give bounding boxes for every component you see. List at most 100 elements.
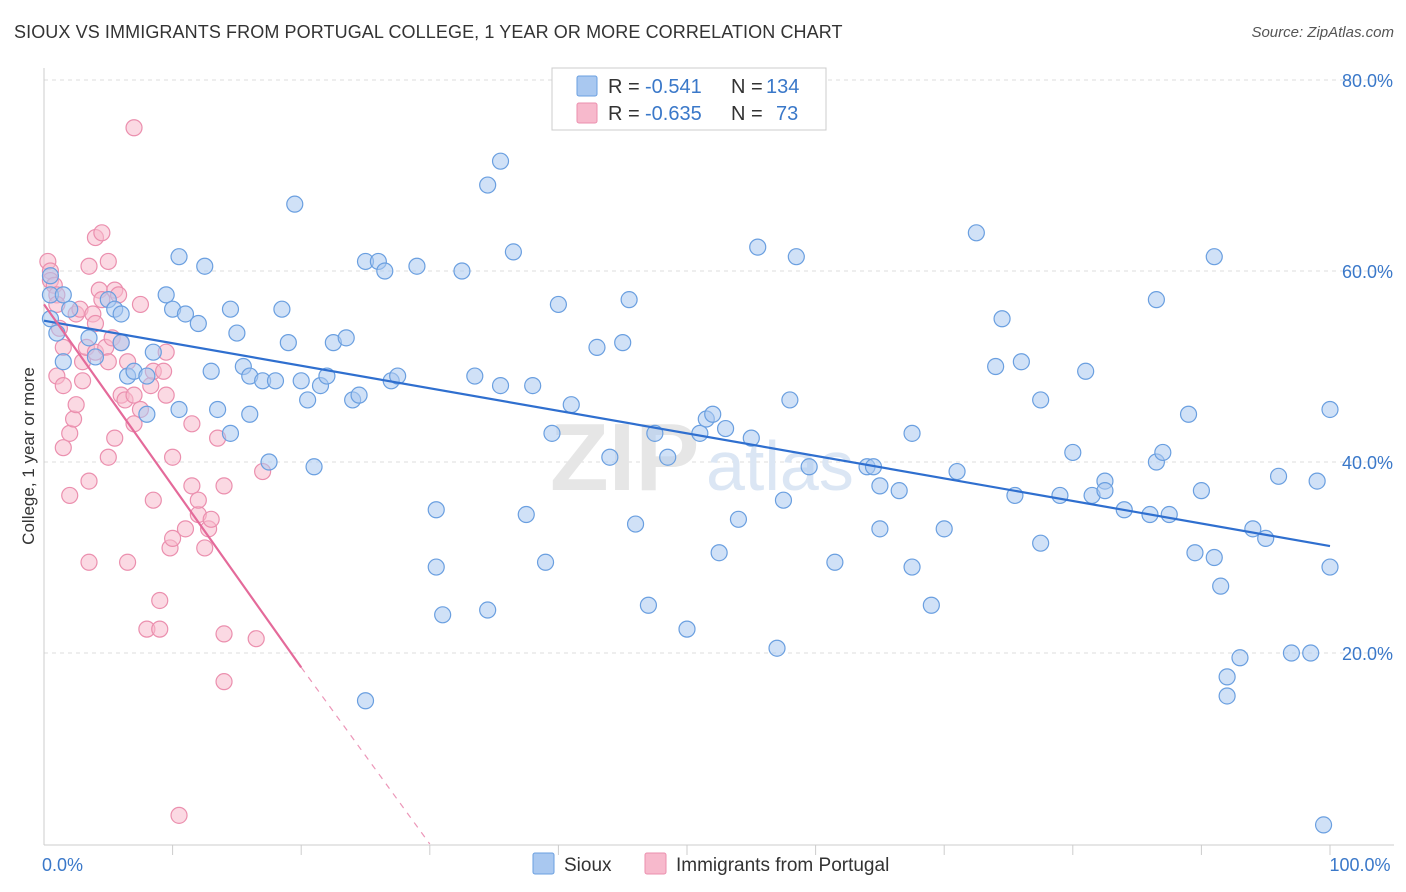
y-tick-label-1: 40.0% [1342, 453, 1393, 473]
portugal-point-24 [86, 314, 105, 333]
sioux-point-59 [466, 367, 484, 385]
portugal-point-22 [80, 257, 98, 275]
legend-n-value-sioux: 134 [766, 76, 799, 98]
portugal-point-31 [99, 252, 117, 271]
sioux-point-110 [1032, 391, 1050, 409]
y-axis-label: College, 1 year or more [19, 367, 38, 545]
sioux-point-89 [768, 639, 786, 657]
portugal-point-21 [80, 553, 98, 571]
legend-r-value-sioux: -0.541 [645, 76, 702, 98]
sioux-point-77 [639, 596, 658, 614]
sioux-point-60 [479, 601, 497, 619]
sioux-point-21 [170, 248, 188, 266]
sioux-point-16 [138, 405, 156, 423]
sioux-point-86 [729, 510, 748, 528]
sioux-point-31 [241, 405, 259, 423]
portugal-point-8 [54, 377, 72, 395]
stats-legend: R = -0.541 N = 134 R = -0.635 N = 73 [551, 67, 827, 131]
sioux-point-80 [678, 620, 696, 638]
portugal-point-52 [151, 591, 169, 610]
sioux-point-112 [1051, 486, 1069, 505]
sioux-point-79 [659, 448, 677, 466]
sioux-point-45 [337, 329, 355, 347]
sioux-point-135 [1269, 467, 1288, 485]
sioux-point-97 [871, 477, 889, 495]
sioux-point-26 [209, 400, 227, 419]
portugal-point-56 [157, 386, 175, 404]
portugal-point-68 [202, 510, 220, 528]
portugal-point-71 [215, 625, 233, 643]
portugal-point-28 [93, 224, 111, 242]
portugal-point-44 [125, 386, 143, 404]
portugal-point-36 [106, 429, 124, 447]
sioux-point-54 [408, 257, 426, 275]
sioux-point-113 [1064, 443, 1082, 462]
sioux-point-53 [389, 367, 407, 385]
stats-legend-box [551, 67, 827, 131]
sioux-point-126 [1192, 482, 1211, 500]
sioux-point-38 [286, 195, 304, 213]
sioux-point-125 [1186, 544, 1204, 562]
portugal-point-61 [176, 520, 195, 538]
sioux-point-101 [903, 558, 921, 576]
sioux-point-83 [704, 405, 722, 423]
sioux-point-22 [176, 305, 195, 323]
y-tick-label-0: 20.0% [1342, 644, 1393, 664]
portugal-point-70 [215, 477, 233, 495]
sioux-point-93 [800, 458, 818, 476]
sioux-point-129 [1212, 577, 1230, 595]
portugal-point-73 [247, 630, 265, 648]
portugal-point-45 [125, 119, 143, 137]
trend-lines [43, 303, 1331, 845]
chart-source: Source: ZipAtlas.com [1251, 24, 1394, 41]
sioux-point-29 [228, 324, 246, 342]
sioux-point-131 [1218, 668, 1236, 686]
sioux-point-124 [1179, 405, 1198, 423]
portugal-point-46 [131, 295, 150, 314]
sioux-point-130 [1218, 687, 1236, 705]
sioux-point-8 [86, 348, 105, 366]
sioux-point-63 [491, 377, 510, 395]
sioux-point-47 [350, 386, 368, 404]
sioux-point-70 [562, 396, 580, 414]
sioux-point-90 [774, 491, 793, 509]
sioux-point-61 [479, 176, 497, 194]
sioux-point-17 [144, 343, 162, 361]
sioux-point-75 [620, 291, 638, 309]
sioux-point-73 [601, 448, 619, 466]
portugal-point-18 [73, 372, 92, 390]
portugal-point-54 [154, 362, 173, 380]
series-legend: Sioux Immigrants from Portugal [532, 852, 889, 876]
sioux-point-117 [1096, 482, 1114, 500]
portugal-trend-extension [300, 666, 431, 845]
bottom-legend-label-sioux: Sioux [564, 855, 612, 876]
sioux-point-87 [742, 429, 760, 447]
sioux-point-102 [922, 596, 940, 614]
sioux-point-24 [196, 257, 214, 275]
sioux-point-127 [1205, 248, 1223, 266]
portugal-point-14 [67, 396, 85, 414]
sioux-point-23 [189, 314, 207, 333]
portugal-point-33 [99, 448, 117, 466]
sioux-point-91 [781, 391, 799, 409]
sioux-point-139 [1314, 816, 1333, 834]
sioux-point-40 [299, 391, 317, 409]
sioux-point-94 [826, 553, 844, 571]
y-tick-label-2: 60.0% [1342, 262, 1393, 282]
sioux-point-68 [543, 424, 561, 442]
sioux-point-12 [112, 334, 130, 352]
sioux-point-67 [536, 553, 555, 571]
sioux-point-132 [1231, 649, 1249, 667]
legend-swatch-portugal [576, 102, 598, 124]
sioux-point-56 [427, 501, 445, 519]
sioux-point-66 [524, 377, 542, 395]
portugal-point-12 [61, 486, 79, 505]
sioux-point-41 [305, 458, 323, 476]
sioux-point-4 [54, 353, 72, 371]
portugal-point-20 [80, 472, 98, 490]
sioux-point-6 [61, 300, 79, 318]
sioux-point-99 [890, 482, 908, 500]
legend-swatch-sioux [576, 75, 598, 97]
